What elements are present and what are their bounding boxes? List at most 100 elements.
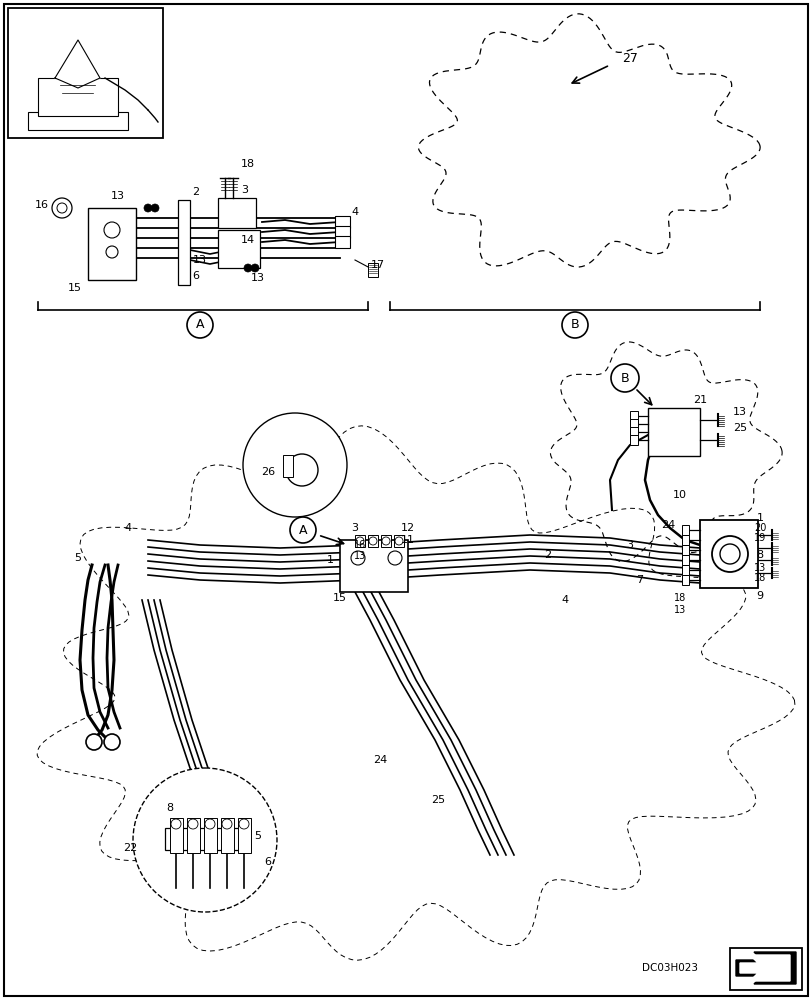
Text: 16: 16 xyxy=(354,540,366,550)
Text: 1: 1 xyxy=(756,513,762,523)
Text: 25: 25 xyxy=(431,795,444,805)
Circle shape xyxy=(610,364,638,392)
Bar xyxy=(647,408,699,456)
Text: 5: 5 xyxy=(75,553,81,563)
Text: 12: 12 xyxy=(401,523,414,533)
Circle shape xyxy=(106,246,118,258)
Polygon shape xyxy=(739,955,789,981)
Text: A: A xyxy=(298,524,307,536)
Text: 27: 27 xyxy=(621,51,637,64)
Polygon shape xyxy=(735,952,795,984)
Bar xyxy=(681,535,689,545)
Circle shape xyxy=(151,204,159,212)
Text: 6: 6 xyxy=(192,271,200,281)
Text: 14: 14 xyxy=(241,235,255,245)
Bar xyxy=(187,818,200,853)
Bar xyxy=(169,818,182,853)
Circle shape xyxy=(104,222,120,238)
Bar xyxy=(629,435,637,445)
Text: 13: 13 xyxy=(193,255,207,265)
Bar xyxy=(681,525,689,535)
Bar xyxy=(629,427,637,437)
Circle shape xyxy=(52,198,72,218)
Bar xyxy=(681,555,689,565)
Text: 8: 8 xyxy=(166,803,174,813)
Text: 4: 4 xyxy=(351,207,358,217)
Text: B: B xyxy=(570,318,578,332)
Bar xyxy=(367,263,378,277)
Bar xyxy=(729,948,801,990)
Bar xyxy=(681,565,689,575)
Text: 4: 4 xyxy=(124,523,131,533)
Bar xyxy=(681,575,689,585)
Bar xyxy=(340,540,407,592)
Circle shape xyxy=(104,734,120,750)
Circle shape xyxy=(251,264,259,272)
Text: 22: 22 xyxy=(122,843,137,853)
Text: 2: 2 xyxy=(192,187,200,197)
Circle shape xyxy=(368,537,376,545)
Bar xyxy=(380,535,391,547)
Text: A: A xyxy=(195,318,204,332)
Circle shape xyxy=(144,204,152,212)
Text: 8: 8 xyxy=(756,550,762,560)
Text: 20: 20 xyxy=(753,523,766,533)
Circle shape xyxy=(561,312,587,338)
Circle shape xyxy=(86,734,102,750)
Bar xyxy=(238,818,251,853)
Text: 24: 24 xyxy=(660,520,674,530)
Circle shape xyxy=(394,537,402,545)
Text: 3: 3 xyxy=(351,523,358,533)
Circle shape xyxy=(719,544,739,564)
Bar xyxy=(335,216,350,228)
Bar xyxy=(38,78,118,116)
Circle shape xyxy=(290,517,315,543)
Circle shape xyxy=(238,819,249,829)
Circle shape xyxy=(171,819,181,829)
Circle shape xyxy=(243,264,251,272)
Circle shape xyxy=(350,551,365,565)
Text: 2: 2 xyxy=(543,550,551,560)
Circle shape xyxy=(133,768,277,912)
Bar xyxy=(681,545,689,555)
Bar xyxy=(28,112,128,130)
Text: 18: 18 xyxy=(753,573,766,583)
Text: 3: 3 xyxy=(626,540,633,550)
Circle shape xyxy=(204,819,215,829)
Bar xyxy=(335,236,350,248)
Text: 26: 26 xyxy=(260,467,275,477)
Text: 13: 13 xyxy=(111,191,125,201)
Bar xyxy=(393,535,404,547)
Circle shape xyxy=(285,454,318,486)
Text: B: B xyxy=(620,371,629,384)
Circle shape xyxy=(381,537,389,545)
Bar xyxy=(699,520,757,588)
Circle shape xyxy=(221,819,232,829)
Text: 25: 25 xyxy=(732,423,746,433)
Bar xyxy=(221,818,234,853)
Bar xyxy=(629,411,637,421)
Text: 13: 13 xyxy=(251,273,264,283)
Text: 15: 15 xyxy=(68,283,82,293)
Circle shape xyxy=(242,413,346,517)
Text: 16: 16 xyxy=(35,200,49,210)
Text: 13: 13 xyxy=(732,407,746,417)
Circle shape xyxy=(355,537,363,545)
Text: 13: 13 xyxy=(753,563,766,573)
Text: 18: 18 xyxy=(241,159,255,169)
Text: 6: 6 xyxy=(264,857,271,867)
Text: 17: 17 xyxy=(371,260,384,270)
Circle shape xyxy=(388,551,401,565)
Bar xyxy=(217,198,255,228)
Text: DC03H023: DC03H023 xyxy=(642,963,697,973)
Bar xyxy=(335,226,350,238)
Text: 3: 3 xyxy=(241,185,248,195)
Bar xyxy=(204,818,217,853)
Circle shape xyxy=(187,312,212,338)
Bar xyxy=(367,535,378,547)
Text: 24: 24 xyxy=(372,755,387,765)
Text: 21: 21 xyxy=(692,395,706,405)
Text: 9: 9 xyxy=(756,591,762,601)
Text: 7: 7 xyxy=(636,575,643,585)
Bar xyxy=(283,455,293,477)
